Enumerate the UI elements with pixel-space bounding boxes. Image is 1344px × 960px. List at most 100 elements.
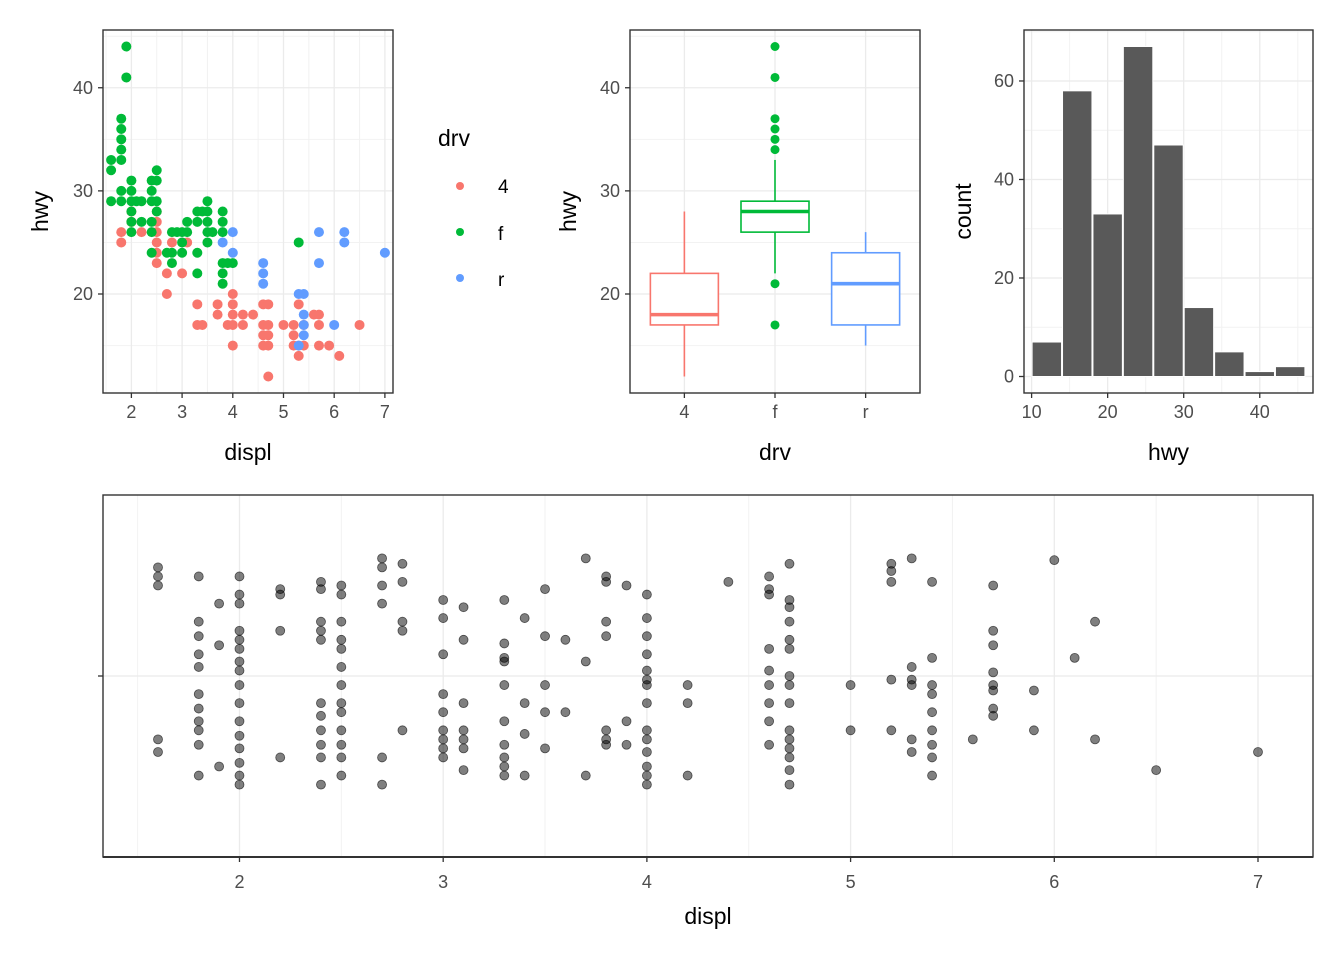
x-tick-label: 3 [177,402,187,422]
scatter-point-drv-f [116,185,127,196]
scatter-point-drv-f [202,216,213,227]
jitter-point [540,680,550,690]
box-outlier [770,124,780,134]
scatter-point-drv-4 [222,319,233,330]
jitter-point [1253,747,1263,757]
jitter-point [1090,616,1100,627]
scatter-point-drv-f [177,247,188,258]
jitter-point [193,739,204,750]
jitter-point [519,770,530,781]
jitter-point [845,725,856,736]
boxplot-axes: 4 f r 20 30 40 [600,78,869,422]
jitter-point [377,553,387,564]
legend-entry-f: f [456,224,504,245]
x-tick-label: f [772,402,778,422]
jitter-point [621,580,632,591]
scatter-point-drv-r [339,227,350,238]
jitter-point [499,761,510,772]
jitter-point [458,725,469,736]
jitter-point [641,680,652,690]
legend-entry-4: 4 [456,177,509,198]
jitter-point [1151,765,1162,776]
scatter-point-drv-4 [116,237,127,248]
scatter-point-drv-f [116,134,127,145]
x-tick-label: 2 [126,402,136,422]
jitter-point [214,598,225,609]
scatter-point-drv-f [146,227,157,238]
jitter-point [499,638,510,649]
scatter-axes: 2 3 4 5 6 7 20 30 40 [73,78,390,422]
jitter-point [193,662,204,672]
jitter-point [234,656,245,667]
jitter-point [682,770,693,781]
jitter-point [784,558,795,569]
jitter-point [988,667,999,678]
histogram-panel: 10 20 30 40 0 20 40 60 hwy count [950,29,1314,465]
jitter-point [519,729,530,739]
histogram-bar [1122,46,1154,377]
y-tick-label: 40 [994,169,1014,189]
jitter-point [641,770,652,781]
jitter-point [397,625,408,636]
scatter-point-drv-4 [212,299,223,310]
jitter-point [458,734,469,745]
scatter-point-drv-f [202,237,213,248]
histogram-bar [1031,341,1063,378]
scatter-point-drv-r [298,309,309,320]
scatter-point-drv-r [298,330,309,341]
jitter-x-axis-title: displ [684,903,731,929]
y-tick-label: 20 [600,284,620,304]
jitter-panel: 2 3 4 5 6 7 displ [98,494,1314,929]
scatter-point-drv-f [136,216,147,227]
scatter-point-drv-f [106,196,117,207]
jitter-point [764,739,775,750]
box-outlier [770,134,780,144]
scatter-point-drv-r [379,247,390,258]
box-f [740,42,810,330]
jitter-point [764,571,775,582]
jitter-point [784,779,795,790]
legend-title: drv [438,125,470,151]
scatter-point-drv-f [166,258,177,269]
jitter-point [784,743,795,754]
x-tick-label: 40 [1250,402,1270,422]
jitter-point [336,752,347,763]
jitter-point [499,680,510,690]
jitter-point [540,584,550,595]
scatter-point-drv-4 [278,319,289,330]
y-tick-label: 20 [994,268,1014,288]
legend: drv 4 f r [438,125,509,291]
scatter-point-drv-f [126,216,137,227]
jitter-point [214,761,225,772]
jitter-point [397,576,408,587]
scatter-point-drv-4 [227,289,238,299]
scatter-point-drv-4 [263,299,274,310]
scatter-x-axis-title: displ [224,439,271,465]
jitter-point [641,665,652,676]
jitter-point [193,631,204,642]
jitter-point [234,665,245,676]
scatter-y-axis-title: hwy [27,191,53,232]
scatter-point-drv-f [126,175,137,186]
scatter-point-drv-4 [227,340,238,351]
jitter-point [234,770,245,781]
scatter-point-drv-4 [166,237,177,248]
jitter-point [601,576,612,587]
jitter-point [988,710,999,721]
scatter-point-drv-f [192,268,203,279]
scatter-point-drv-f [217,268,228,279]
box-iqr [649,272,720,326]
box-outlier [770,114,780,124]
box-4 [649,211,720,377]
scatter-point-drv-r [258,278,269,289]
jitter-point [316,616,326,627]
scatter-point-drv-f [116,154,127,165]
scatter-point-drv-f [116,124,127,134]
jitter-point [927,752,937,763]
jitter-point [784,752,795,763]
jitter-point [234,757,245,768]
scatter-point-drv-r [217,237,228,248]
histogram-bars [1031,46,1306,378]
jitter-point [641,698,652,709]
jitter-point [438,725,449,736]
